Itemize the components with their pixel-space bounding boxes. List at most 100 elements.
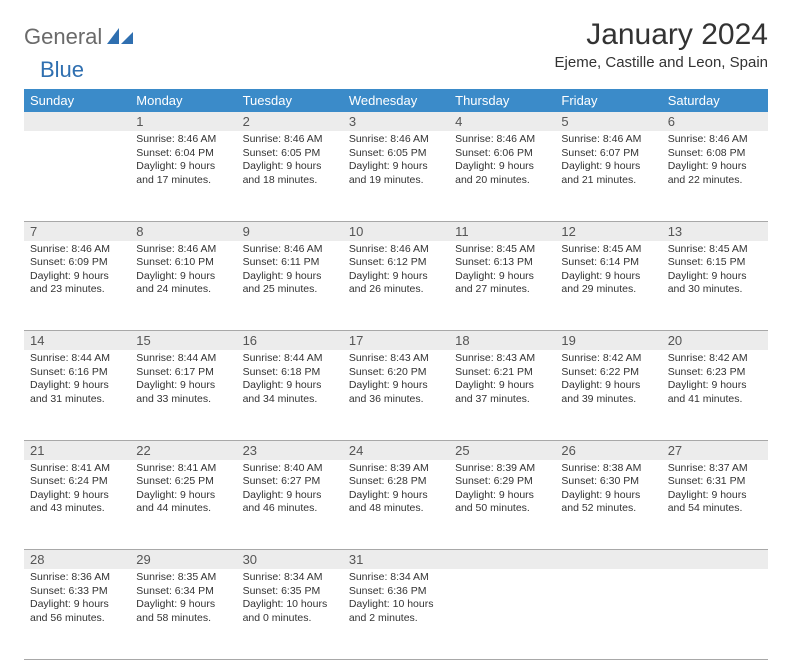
day2-line: and 33 minutes. — [136, 393, 230, 407]
day-cell-body: Sunrise: 8:46 AMSunset: 6:09 PMDaylight:… — [24, 241, 130, 304]
day-cell-body: Sunrise: 8:46 AMSunset: 6:06 PMDaylight:… — [449, 131, 555, 194]
day1-line: Daylight: 9 hours — [136, 270, 230, 284]
day1-line: Daylight: 9 hours — [349, 489, 443, 503]
sunrise-line: Sunrise: 8:41 AM — [136, 462, 230, 476]
sunset-line: Sunset: 6:08 PM — [668, 147, 762, 161]
day2-line: and 24 minutes. — [136, 283, 230, 297]
sunset-line: Sunset: 6:13 PM — [455, 256, 549, 270]
sunset-line: Sunset: 6:36 PM — [349, 585, 443, 599]
day1-line: Daylight: 9 hours — [349, 270, 443, 284]
sunset-line: Sunset: 6:25 PM — [136, 475, 230, 489]
day1-line: Daylight: 9 hours — [349, 160, 443, 174]
day-content-row: Sunrise: 8:41 AMSunset: 6:24 PMDaylight:… — [24, 460, 768, 550]
day-number: 22 — [130, 440, 236, 460]
sunset-line: Sunset: 6:17 PM — [136, 366, 230, 380]
weekday-header: Sunday — [24, 89, 130, 112]
sunrise-line: Sunrise: 8:46 AM — [243, 243, 337, 257]
day2-line: and 23 minutes. — [30, 283, 124, 297]
day2-line: and 18 minutes. — [243, 174, 337, 188]
sunset-line: Sunset: 6:07 PM — [561, 147, 655, 161]
day1-line: Daylight: 9 hours — [668, 489, 762, 503]
day-content-row: Sunrise: 8:36 AMSunset: 6:33 PMDaylight:… — [24, 569, 768, 659]
day2-line: and 26 minutes. — [349, 283, 443, 297]
day1-line: Daylight: 9 hours — [561, 379, 655, 393]
sunset-line: Sunset: 6:22 PM — [561, 366, 655, 380]
sunset-line: Sunset: 6:11 PM — [243, 256, 337, 270]
day-number: 12 — [555, 221, 661, 241]
day-cell-body: Sunrise: 8:46 AMSunset: 6:07 PMDaylight:… — [555, 131, 661, 194]
day-cell: Sunrise: 8:41 AMSunset: 6:25 PMDaylight:… — [130, 460, 236, 550]
day1-line: Daylight: 9 hours — [455, 160, 549, 174]
day-cell-body: Sunrise: 8:45 AMSunset: 6:15 PMDaylight:… — [662, 241, 768, 304]
sunrise-line: Sunrise: 8:45 AM — [561, 243, 655, 257]
location: Ejeme, Castille and Leon, Spain — [555, 54, 768, 71]
day-content-row: Sunrise: 8:46 AMSunset: 6:09 PMDaylight:… — [24, 241, 768, 331]
day-cell: Sunrise: 8:38 AMSunset: 6:30 PMDaylight:… — [555, 460, 661, 550]
day-number: 26 — [555, 440, 661, 460]
day-cell: Sunrise: 8:34 AMSunset: 6:35 PMDaylight:… — [237, 569, 343, 659]
sunrise-line: Sunrise: 8:35 AM — [136, 571, 230, 585]
day1-line: Daylight: 9 hours — [561, 489, 655, 503]
day-cell-body: Sunrise: 8:45 AMSunset: 6:13 PMDaylight:… — [449, 241, 555, 304]
sunrise-line: Sunrise: 8:40 AM — [243, 462, 337, 476]
logo: General — [24, 24, 133, 50]
day-cell: Sunrise: 8:46 AMSunset: 6:07 PMDaylight:… — [555, 131, 661, 221]
title-block: January 2024 Ejeme, Castille and Leon, S… — [555, 18, 768, 71]
sunset-line: Sunset: 6:16 PM — [30, 366, 124, 380]
day-cell-body: Sunrise: 8:46 AMSunset: 6:12 PMDaylight:… — [343, 241, 449, 304]
day-cell-body: Sunrise: 8:41 AMSunset: 6:24 PMDaylight:… — [24, 460, 130, 523]
day-number: 19 — [555, 331, 661, 351]
day-cell-body: Sunrise: 8:41 AMSunset: 6:25 PMDaylight:… — [130, 460, 236, 523]
day1-line: Daylight: 9 hours — [561, 270, 655, 284]
sunrise-line: Sunrise: 8:41 AM — [30, 462, 124, 476]
day-number-row: 21222324252627 — [24, 440, 768, 460]
day-cell: Sunrise: 8:45 AMSunset: 6:15 PMDaylight:… — [662, 241, 768, 331]
weekday-header: Wednesday — [343, 89, 449, 112]
day-cell: Sunrise: 8:39 AMSunset: 6:28 PMDaylight:… — [343, 460, 449, 550]
logo-sail-icon — [107, 28, 133, 46]
sunrise-line: Sunrise: 8:45 AM — [668, 243, 762, 257]
day2-line: and 0 minutes. — [243, 612, 337, 626]
day-cell-body: Sunrise: 8:42 AMSunset: 6:23 PMDaylight:… — [662, 350, 768, 413]
day-number: 27 — [662, 440, 768, 460]
day-cell — [555, 569, 661, 659]
sunset-line: Sunset: 6:04 PM — [136, 147, 230, 161]
day2-line: and 17 minutes. — [136, 174, 230, 188]
day2-line: and 46 minutes. — [243, 502, 337, 516]
day2-line: and 29 minutes. — [561, 283, 655, 297]
sunrise-line: Sunrise: 8:44 AM — [136, 352, 230, 366]
sunrise-line: Sunrise: 8:42 AM — [668, 352, 762, 366]
day-cell-body: Sunrise: 8:40 AMSunset: 6:27 PMDaylight:… — [237, 460, 343, 523]
day-number: 2 — [237, 112, 343, 131]
day1-line: Daylight: 9 hours — [455, 270, 549, 284]
day-number: 29 — [130, 550, 236, 570]
day-cell-body: Sunrise: 8:37 AMSunset: 6:31 PMDaylight:… — [662, 460, 768, 523]
day-number: 7 — [24, 221, 130, 241]
day-cell: Sunrise: 8:41 AMSunset: 6:24 PMDaylight:… — [24, 460, 130, 550]
sunset-line: Sunset: 6:12 PM — [349, 256, 443, 270]
day2-line: and 31 minutes. — [30, 393, 124, 407]
day-number: 6 — [662, 112, 768, 131]
day-cell-body: Sunrise: 8:43 AMSunset: 6:20 PMDaylight:… — [343, 350, 449, 413]
day2-line: and 52 minutes. — [561, 502, 655, 516]
day-cell-body: Sunrise: 8:45 AMSunset: 6:14 PMDaylight:… — [555, 241, 661, 304]
sunrise-line: Sunrise: 8:44 AM — [30, 352, 124, 366]
sunrise-line: Sunrise: 8:45 AM — [455, 243, 549, 257]
day2-line: and 25 minutes. — [243, 283, 337, 297]
day-number-row: 28293031 — [24, 550, 768, 570]
day1-line: Daylight: 9 hours — [668, 160, 762, 174]
sunset-line: Sunset: 6:24 PM — [30, 475, 124, 489]
day-number — [555, 550, 661, 570]
day2-line: and 56 minutes. — [30, 612, 124, 626]
day-cell-body: Sunrise: 8:44 AMSunset: 6:16 PMDaylight:… — [24, 350, 130, 413]
day-cell — [24, 131, 130, 221]
day-cell-body: Sunrise: 8:34 AMSunset: 6:36 PMDaylight:… — [343, 569, 449, 632]
day-number — [24, 112, 130, 131]
day-cell-body: Sunrise: 8:39 AMSunset: 6:28 PMDaylight:… — [343, 460, 449, 523]
day-cell: Sunrise: 8:46 AMSunset: 6:05 PMDaylight:… — [343, 131, 449, 221]
month-title: January 2024 — [555, 18, 768, 52]
day-cell-body: Sunrise: 8:46 AMSunset: 6:08 PMDaylight:… — [662, 131, 768, 194]
sunrise-line: Sunrise: 8:43 AM — [455, 352, 549, 366]
sunset-line: Sunset: 6:23 PM — [668, 366, 762, 380]
sunrise-line: Sunrise: 8:36 AM — [30, 571, 124, 585]
